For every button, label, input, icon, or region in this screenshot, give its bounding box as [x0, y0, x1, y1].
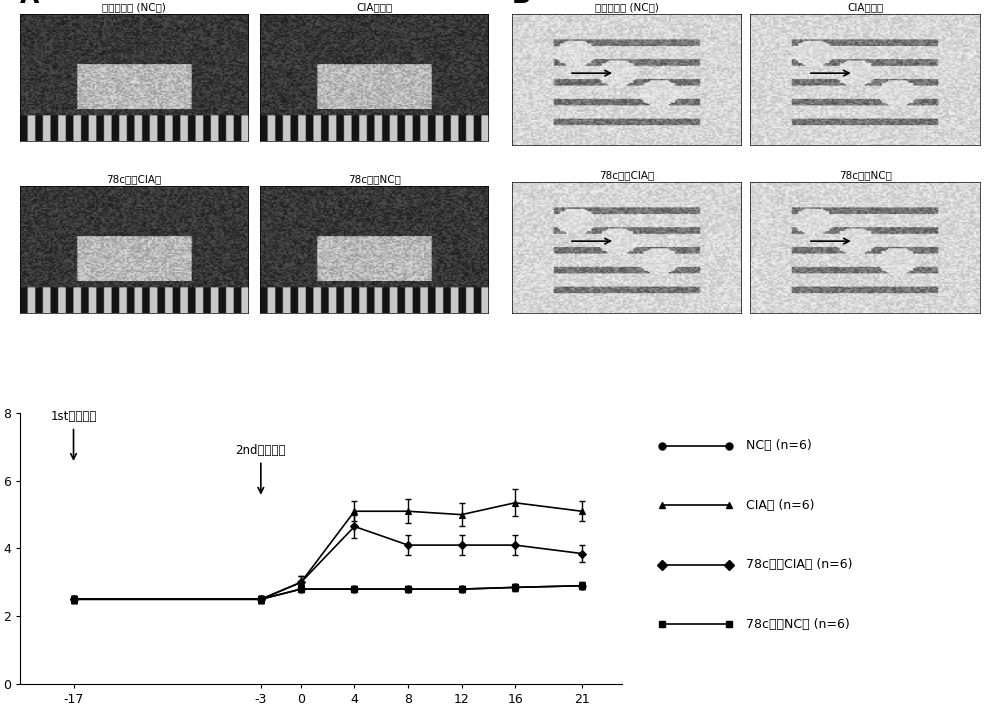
- Text: 2nd胶原注射: 2nd胶原注射: [236, 444, 286, 457]
- Text: 78c治疗NC组 (n=6): 78c治疗NC组 (n=6): [746, 618, 850, 631]
- Title: CIA对照组: CIA对照组: [847, 2, 883, 12]
- Text: A: A: [20, 0, 39, 8]
- Text: B: B: [512, 0, 531, 8]
- Title: 正常对照组 (NC组): 正常对照组 (NC组): [102, 2, 166, 12]
- Text: NC组 (n=6): NC组 (n=6): [746, 439, 812, 452]
- Title: CIA对照组: CIA对照组: [356, 2, 392, 12]
- Title: 78c治疗NC组: 78c治疗NC组: [348, 174, 401, 184]
- Title: 正常对照组 (NC组): 正常对照组 (NC组): [595, 2, 658, 12]
- Text: CIA组 (n=6): CIA组 (n=6): [746, 498, 814, 512]
- Title: 78c治疗NC组: 78c治疗NC组: [839, 170, 892, 180]
- Title: 78c治疗CIA组: 78c治疗CIA组: [107, 174, 162, 184]
- Text: 1st胶原注射: 1st胶原注射: [50, 410, 97, 423]
- Title: 78c治疗CIA组: 78c治疗CIA组: [599, 170, 654, 180]
- Text: 78c治疗CIA组 (n=6): 78c治疗CIA组 (n=6): [746, 558, 852, 571]
